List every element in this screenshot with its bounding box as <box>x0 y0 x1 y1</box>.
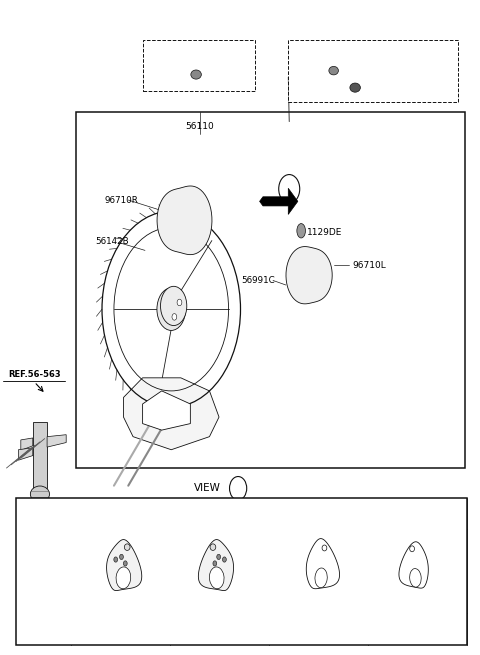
Polygon shape <box>157 186 212 255</box>
Text: 1346TD: 1346TD <box>293 66 328 75</box>
Polygon shape <box>33 422 47 487</box>
Ellipse shape <box>409 569 421 587</box>
Ellipse shape <box>209 567 224 589</box>
Polygon shape <box>286 246 332 304</box>
Text: 96710L: 96710L <box>353 261 386 270</box>
Bar <box>76 112 465 468</box>
Circle shape <box>229 477 247 500</box>
Polygon shape <box>21 438 33 451</box>
Text: 49139: 49139 <box>148 70 177 79</box>
Ellipse shape <box>329 66 338 75</box>
Text: 56991C: 56991C <box>241 276 275 285</box>
Ellipse shape <box>410 546 414 552</box>
Text: A: A <box>235 484 241 493</box>
Polygon shape <box>306 538 339 589</box>
Text: ILLUST: ILLUST <box>29 567 59 576</box>
Polygon shape <box>123 378 219 450</box>
Text: (091020-110921): (091020-110921) <box>293 48 364 58</box>
Polygon shape <box>107 540 142 591</box>
Ellipse shape <box>116 567 131 589</box>
Text: 56171D: 56171D <box>400 510 436 518</box>
Ellipse shape <box>124 544 130 550</box>
Text: REF.56-563: REF.56-563 <box>8 370 60 379</box>
Circle shape <box>120 554 123 559</box>
Text: PNC: PNC <box>34 510 53 518</box>
Bar <box>288 40 458 102</box>
Text: 96710R: 96710R <box>202 510 237 518</box>
Circle shape <box>213 561 217 566</box>
Text: (110921-): (110921-) <box>148 47 190 56</box>
Circle shape <box>177 299 182 306</box>
Text: 96710R: 96710R <box>104 196 138 204</box>
Ellipse shape <box>297 223 305 238</box>
Circle shape <box>172 314 177 320</box>
Bar <box>143 40 255 91</box>
Polygon shape <box>260 188 298 214</box>
Text: 96700-2S300: 96700-2S300 <box>93 624 148 633</box>
Polygon shape <box>198 540 234 591</box>
Text: 56171-2S000: 56171-2S000 <box>291 624 347 633</box>
Ellipse shape <box>210 544 216 550</box>
Polygon shape <box>399 542 428 588</box>
Polygon shape <box>47 435 66 447</box>
Circle shape <box>222 557 226 562</box>
Ellipse shape <box>191 70 201 79</box>
Text: VIEW: VIEW <box>193 483 220 493</box>
Text: 96700-2S600: 96700-2S600 <box>192 624 248 633</box>
Ellipse shape <box>160 286 187 326</box>
Ellipse shape <box>350 83 360 92</box>
Circle shape <box>217 554 221 559</box>
Text: 1129DE: 1129DE <box>307 228 343 237</box>
Text: A: A <box>286 185 292 193</box>
Ellipse shape <box>322 545 327 551</box>
Text: 96710L: 96710L <box>104 510 137 518</box>
Text: 56110: 56110 <box>186 122 214 131</box>
Text: 56171C: 56171C <box>301 510 336 518</box>
Polygon shape <box>18 448 33 460</box>
Text: 56142B: 56142B <box>95 236 129 246</box>
Text: 1360GK: 1360GK <box>374 83 410 92</box>
Bar <box>16 498 468 645</box>
Text: 56171-2S900: 56171-2S900 <box>390 624 446 633</box>
Ellipse shape <box>30 486 49 502</box>
Circle shape <box>114 557 118 562</box>
Polygon shape <box>143 391 191 430</box>
Text: P/NO: P/NO <box>33 624 55 633</box>
Ellipse shape <box>315 568 327 588</box>
Circle shape <box>279 174 300 203</box>
Circle shape <box>123 561 127 566</box>
Ellipse shape <box>157 288 186 330</box>
